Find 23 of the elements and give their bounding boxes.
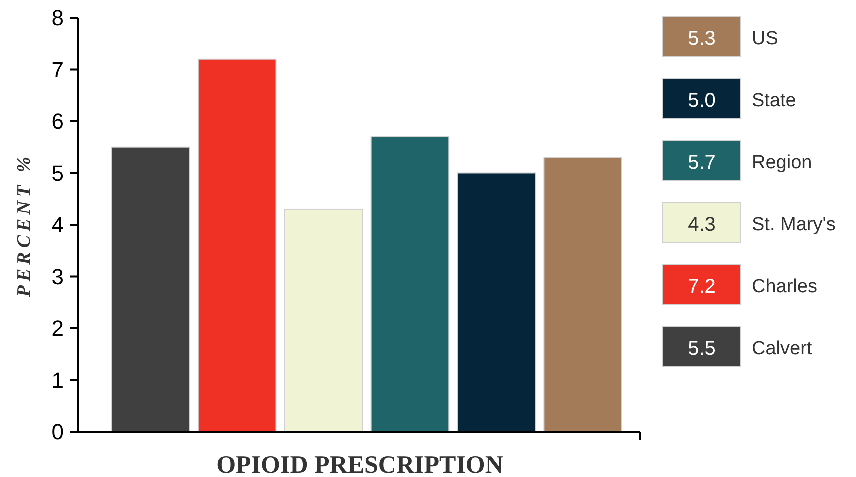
x-axis-title: OPIOID PRESCRIPTION	[216, 452, 504, 477]
text: 7.2	[688, 276, 716, 298]
text: 5.0	[688, 90, 716, 112]
text: 5.3	[688, 28, 716, 50]
y-axis-title: PERCENT %	[14, 152, 35, 298]
legend-label: State	[752, 90, 796, 112]
y-tick-label: 7	[52, 57, 64, 82]
legend-label: St. Mary's	[752, 214, 836, 236]
y-tick-label: 8	[52, 6, 64, 31]
text: 5.7	[688, 152, 716, 174]
text: 4.3	[688, 214, 716, 236]
y-tick-label: 4	[52, 212, 64, 238]
legend-label: Charles	[752, 276, 818, 298]
y-tick-label: 3	[52, 264, 64, 290]
legend-label: US	[752, 28, 778, 50]
y-tick-label: 2	[52, 316, 64, 342]
legend-label: Region	[752, 152, 812, 174]
legend-label: Calvert	[752, 338, 813, 360]
y-tick-label: 6	[52, 109, 64, 134]
y-tick-label: 5	[52, 160, 64, 186]
y-tick-label: 1	[52, 368, 64, 393]
y-tick-label: 0	[52, 420, 64, 445]
text: 5.5	[688, 338, 716, 360]
